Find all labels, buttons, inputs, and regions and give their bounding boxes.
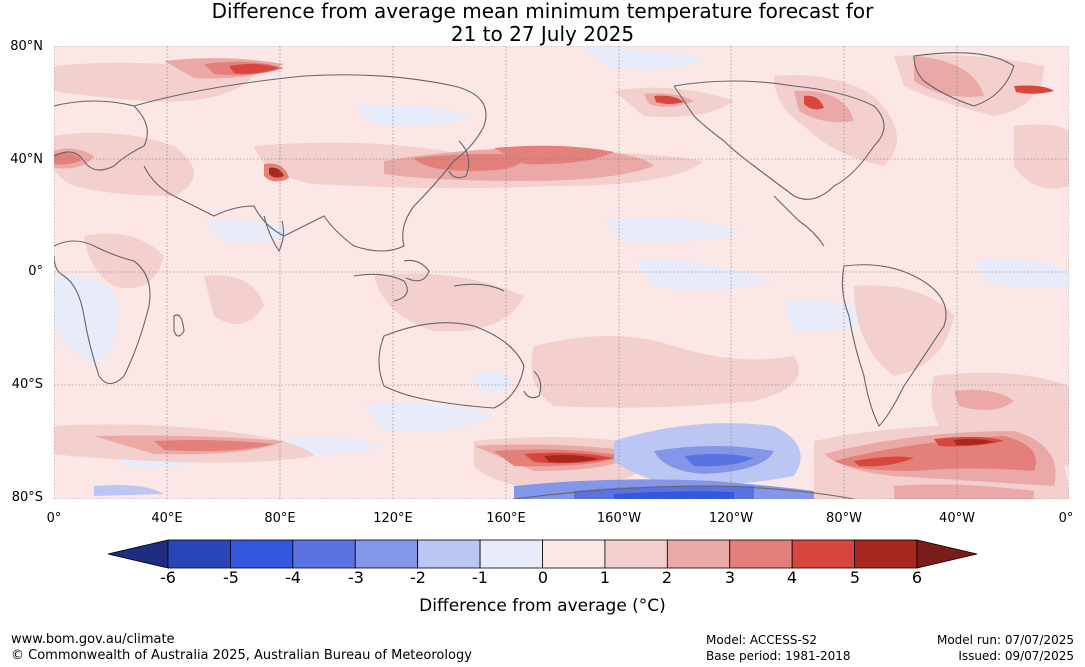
colorbar-tick: 5 (849, 568, 861, 587)
footer-model: Model: ACCESS-S2 (706, 633, 818, 647)
colorbar-tick: -3 (348, 568, 364, 587)
forecast-map (54, 46, 1069, 499)
colorbar-segment (167, 539, 231, 569)
colorbar-tick: -2 (410, 568, 426, 587)
colorbar-tick: 6 (911, 568, 923, 587)
colorbar-segment (417, 539, 481, 569)
colorbar-segment (604, 539, 668, 569)
colorbar-extend-high (916, 539, 978, 569)
lat-label-40n: 40°N (10, 152, 43, 167)
map-svg (54, 46, 1069, 499)
footer-model-run: Model run: 07/07/2025 (936, 633, 1074, 647)
colorbar-segment (729, 539, 793, 569)
lon-label-40e: 40°E (151, 511, 183, 526)
colorbar-tick: -1 (472, 568, 488, 587)
colorbar-tick: 4 (786, 568, 798, 587)
colorbar-segment (354, 539, 419, 569)
footer-issued: Issued: 09/07/2025 (958, 649, 1074, 663)
colorbar-segment (666, 539, 731, 569)
footer-url: www.bom.gov.au/climate (11, 632, 175, 647)
colorbar-label: Difference from average (°C) (419, 596, 666, 616)
footer-copyright: © Commonwealth of Australia 2025, Austra… (11, 648, 472, 663)
coastlines (54, 52, 1015, 499)
colorbar-tick: -4 (285, 568, 301, 587)
colorbar-segment (292, 539, 356, 569)
footer-base-period: Base period: 1981-2018 (706, 649, 851, 663)
colorbar-segment (791, 539, 855, 569)
lon-label-120w: 120°W (708, 511, 754, 526)
graticule (54, 46, 1069, 499)
colorbar-tick: 2 (661, 568, 673, 587)
colorbar-svg (107, 539, 978, 569)
chart-title: Difference from average mean minimum tem… (0, 0, 1085, 46)
colorbar-extend-low (107, 539, 169, 569)
lon-label-0-right: 0° (1058, 511, 1074, 526)
colorbar-tick: 3 (724, 568, 736, 587)
title-line-1: Difference from average mean minimum tem… (211, 0, 874, 23)
lon-label-80e: 80°E (264, 511, 296, 526)
lat-label-80n: 80°N (10, 39, 43, 54)
colorbar-segment (230, 539, 294, 569)
lon-label-0-left: 0° (46, 511, 62, 526)
colorbar-tick: -5 (223, 568, 239, 587)
lat-label-0: 0° (28, 264, 43, 279)
lon-label-40w: 40°W (939, 511, 975, 526)
colorbar-tick: 1 (599, 568, 611, 587)
colorbar-tick: 0 (537, 568, 549, 587)
colorbar-segment (542, 539, 606, 569)
lon-label-160w: 160°W (596, 511, 642, 526)
lon-label-160e: 160°E (486, 511, 526, 526)
anomaly-base (54, 46, 1069, 499)
title-line-2: 21 to 27 July 2025 (450, 22, 635, 46)
lon-label-120e: 120°E (373, 511, 413, 526)
colorbar-segment (854, 539, 918, 569)
colorbar-segment (479, 539, 543, 569)
lat-label-40s: 40°S (11, 377, 43, 392)
colorbar (0, 538, 1085, 570)
anomaly-field (54, 46, 1069, 499)
lat-label-80s: 80°S (11, 490, 43, 505)
lon-label-80w: 80°W (826, 511, 862, 526)
colorbar-tick: -6 (160, 568, 176, 587)
